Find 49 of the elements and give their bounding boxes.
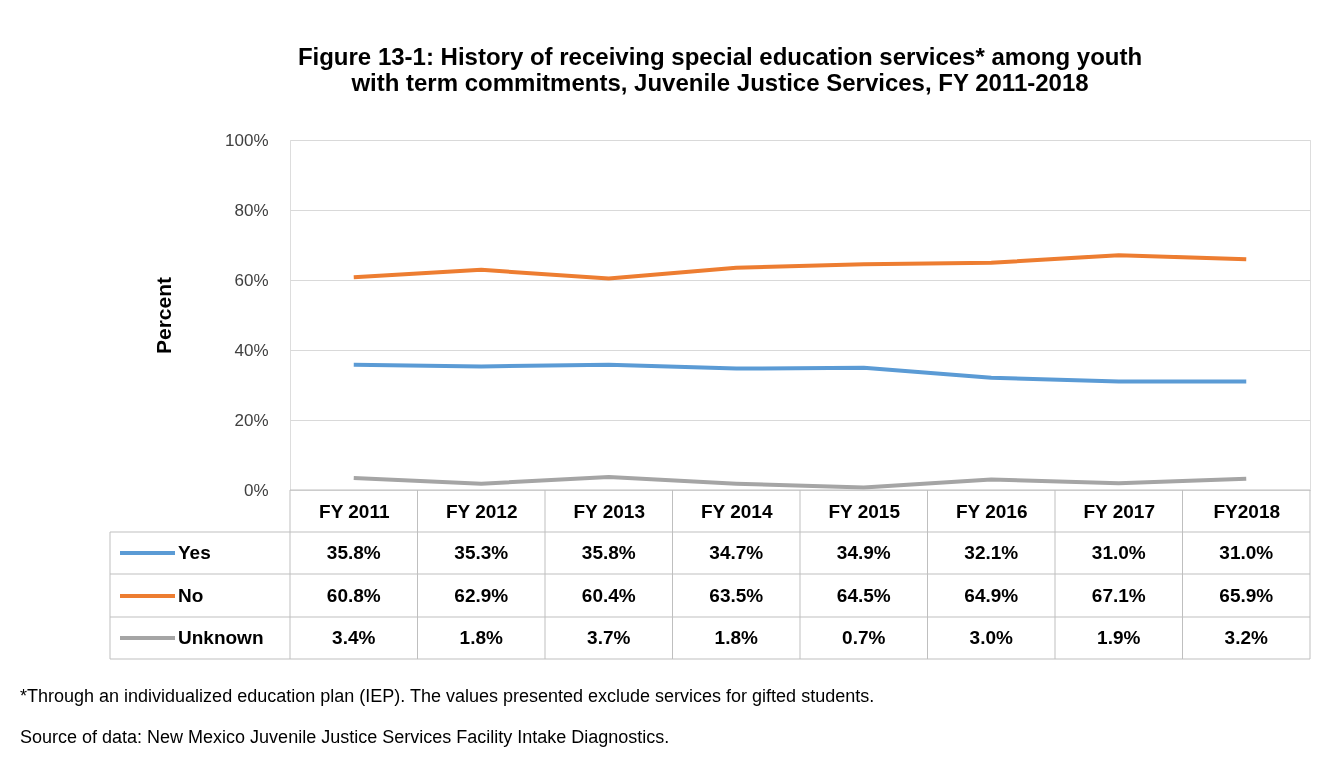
data-label: 64.5% — [836, 585, 891, 606]
data-label: 3.2% — [1224, 627, 1269, 648]
x-tick-label: FY 2014 — [701, 500, 773, 522]
line-series — [351, 475, 1249, 490]
line-series — [351, 362, 1249, 384]
data-label: 3.7% — [587, 627, 631, 648]
data-label: 3.4% — [332, 627, 376, 648]
x-tick-label: FY 2013 — [573, 500, 645, 522]
text: Figure 13-1: History of receiving special education services* among youth — [297, 43, 1143, 70]
data-label: 60.4% — [581, 585, 636, 606]
x-tick-label: FY2018 — [1213, 500, 1281, 522]
text: with term commitments, Juvenile Justice Services, FY 2011-2018 — [351, 69, 1089, 96]
y-tick-label: 0% — [243, 480, 269, 500]
data-label: 1.8% — [459, 627, 504, 648]
data-label: 35.8% — [326, 542, 381, 563]
y-axis-title: Percent — [152, 276, 176, 355]
data-label: 35.8% — [581, 542, 636, 563]
data-label: 35.3% — [454, 542, 509, 563]
data-label: 65.9% — [1219, 585, 1274, 606]
x-tick-label: FY 2016 — [956, 500, 1028, 522]
data-label: 64.9% — [964, 585, 1019, 606]
x-tick-label: FY 2017 — [1083, 500, 1155, 522]
y-tick-label: 40% — [234, 340, 269, 360]
y-tick-label: 80% — [234, 200, 269, 220]
y-tick-label: 60% — [234, 270, 269, 290]
data-label: 34.7% — [709, 542, 764, 563]
legend-label: Yes — [178, 542, 211, 563]
data-label: 1.8% — [714, 627, 759, 648]
legend-label: Unknown — [178, 627, 264, 648]
data-label: 62.9% — [454, 585, 509, 606]
data-label: 34.9% — [836, 542, 891, 563]
line-series — [351, 253, 1249, 281]
y-tick-label: 100% — [225, 130, 269, 150]
data-label: 32.1% — [964, 542, 1019, 563]
data-label: 0.7% — [842, 627, 886, 648]
data-label: 31.0% — [1091, 542, 1146, 563]
text: *Through an individualized education plan (IEP). The values presented exclude services for gifted students. — [20, 686, 875, 706]
data-label: 67.1% — [1091, 585, 1146, 606]
source-note: Source of data: New Mexico Juvenile Justice Services Facility Intake Diagnostics. — [20, 727, 670, 747]
x-tick-label: FY 2012 — [446, 500, 518, 522]
y-tick-label: 20% — [234, 410, 269, 430]
x-tick-label: FY 2011 — [319, 500, 390, 522]
data-label: 1.9% — [1097, 627, 1141, 648]
legend-label: No — [178, 585, 204, 606]
data-label: 60.8% — [326, 585, 381, 606]
data-label: 31.0% — [1219, 542, 1274, 563]
data-label: 3.0% — [969, 627, 1014, 648]
data-label: 63.5% — [709, 585, 764, 606]
x-tick-label: FY 2015 — [828, 500, 901, 522]
